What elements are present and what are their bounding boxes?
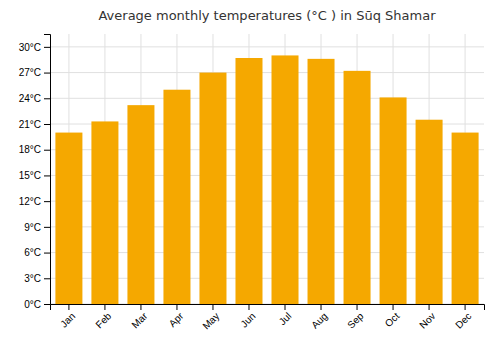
bars [55,55,478,304]
plot: Jan Feb Mar Apr May Jun Jul Aug Sep Oct Nov Dec 0°C 3… [19,34,485,332]
tick: Oct [383,304,402,329]
bar [344,71,371,304]
tick-mark [248,304,249,310]
tick: 18°C [19,144,50,155]
tick-mark [321,304,322,310]
bar [452,133,479,304]
tick-mark [465,304,466,310]
tick-label: 27°C [19,67,41,78]
chart: Jan Feb Mar Apr May Jun Jul Aug Sep Oct Nov Dec 0°C 3… [0,0,500,350]
tick-label: 24°C [19,93,41,104]
grid [50,34,484,304]
tick-mark [44,124,50,125]
tick-mark [393,304,394,310]
tick: May [200,304,221,332]
tick: Sep [345,304,366,331]
tick-mark [44,201,50,202]
tick-label: Mar [129,310,149,330]
tick: 9°C [24,222,50,233]
tick-label: 9°C [24,222,41,233]
bar [416,120,443,304]
y-axis: 0°C 3°C 6°C 9°C 12°C 15°C 18°C 21°C 24°C 27°C 30°C [19,35,51,310]
tick-mark [44,175,50,176]
axis-line [44,35,51,305]
tick-label: 21°C [19,119,41,130]
tick-label: Jul [277,310,294,327]
tick-label: 15°C [19,170,41,181]
bar [308,59,335,304]
tick-label: Jan [58,310,77,329]
tick-mark [44,47,50,48]
tick-label: Oct [383,310,402,329]
tick-mark [212,304,213,310]
tick-label: Dec [453,310,473,330]
bar [55,133,82,304]
tick: 27°C [19,67,50,78]
tick-label: 12°C [19,196,41,207]
tick: 0°C [24,299,50,310]
bar [163,90,190,304]
tick: 24°C [19,93,50,104]
bar [199,73,226,304]
tick-mark [104,304,105,310]
tick: 30°C [19,42,50,53]
tick-label: Apr [167,310,186,329]
bar [91,121,118,304]
tick-label: Jun [238,310,257,329]
tick-label: May [200,310,221,331]
tick: Mar [129,304,149,330]
tick-label: 3°C [24,273,41,284]
tick-label: Aug [309,310,329,330]
tick-mark [44,98,50,99]
tick-mark [429,304,430,310]
axis-line [51,305,485,311]
tick-mark [176,304,177,310]
bar [272,55,299,304]
grid-line [50,98,484,99]
grid-line [50,72,484,73]
tick-mark [44,150,50,151]
x-axis: Jan Feb Mar Apr May Jun Jul Aug Sep Oct Nov Dec [51,304,485,332]
tick-mark [68,304,69,310]
tick-label: Feb [93,310,113,330]
tick-mark [44,304,50,305]
tick-label: 0°C [24,299,41,310]
tick-label: Sep [345,310,366,331]
tick: Nov [417,304,437,331]
tick-mark [285,304,286,310]
tick: 12°C [19,196,50,207]
tick-mark [44,278,50,279]
tick-mark [44,73,50,74]
bar [235,58,262,304]
tick: 21°C [19,119,50,130]
tick-label: 6°C [24,247,41,258]
tick-label: 30°C [19,42,41,53]
bar [127,105,154,304]
title: Average monthly temperatures (°C ) in Sū… [98,8,436,23]
tick: Jan [58,304,77,330]
tick: Apr [167,304,186,329]
tick: Feb [93,304,113,330]
tick-label: Nov [417,310,437,330]
bar [380,97,407,304]
grid-line [50,46,484,47]
tick-mark [44,227,50,228]
tick: Jun [238,304,257,330]
tick: 15°C [19,170,50,181]
tick: Jul [277,304,294,327]
tick: 3°C [24,273,50,284]
tick-mark [357,304,358,310]
tick: 6°C [24,247,50,258]
tick-label: 18°C [19,144,41,155]
tick: Aug [309,304,329,331]
tick: Dec [453,304,473,331]
tick-mark [44,253,50,254]
tick-mark [140,304,141,310]
